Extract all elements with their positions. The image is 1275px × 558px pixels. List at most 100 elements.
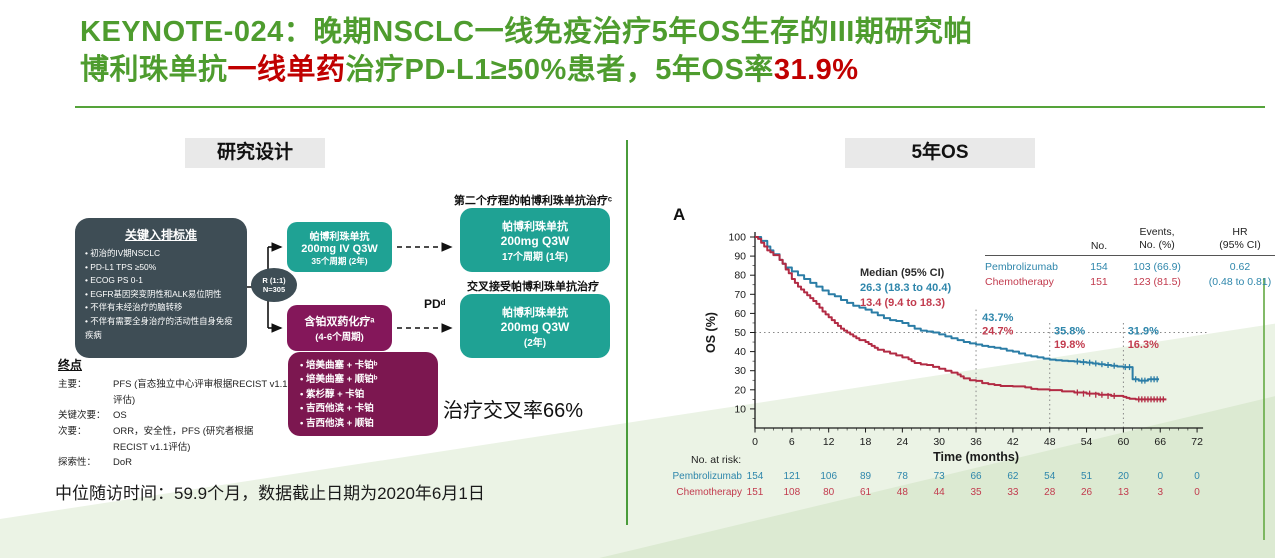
svg-text:6: 6 xyxy=(789,436,795,448)
crossover-rate-text: 治疗交叉率66% xyxy=(443,400,584,422)
svg-text:60: 60 xyxy=(1118,436,1130,448)
svg-text:40: 40 xyxy=(734,346,746,358)
endpoint-row: 探索性： DoR xyxy=(58,457,133,469)
svg-text:90: 90 xyxy=(734,251,746,263)
randomization-oval: R (1:1) N=305 xyxy=(251,268,297,302)
pd-progression-label: PDᵈ xyxy=(424,297,446,311)
legend-row-pembrolizumab: Pembrolizumab 154 103 (66.9) 0.62 xyxy=(985,261,1251,274)
median-title: Median (95% CI) xyxy=(860,267,945,279)
svg-text:70: 70 xyxy=(734,289,746,301)
km-chart-panel: A 10 20 30 40 50 60 70 80 90 100 0 6 12 18 24 30 36 42 48 5… xyxy=(645,195,1275,530)
section-header-study-design: 研究设计 xyxy=(185,138,325,168)
endpoints-title: 终点 xyxy=(58,358,83,372)
endpoints-rows: 主要： PFS (盲态独立中心评审根据RECIST v1.1评估) 关键次要： OS 次… xyxy=(58,377,288,471)
svg-text:154: 154 xyxy=(747,471,764,482)
criteria-item: PD-L1 TPS ≥50% xyxy=(85,261,237,275)
svg-text:50: 50 xyxy=(734,327,746,339)
svg-text:54: 54 xyxy=(1081,436,1093,448)
svg-text:60: 60 xyxy=(734,308,746,320)
svg-text:61: 61 xyxy=(860,487,872,498)
svg-text:No. at risk:: No. at risk: xyxy=(691,454,741,466)
endpoint-row: 次要： ORR，安全性，PFS (研究者根据RECIST v1.1评估) xyxy=(58,426,254,453)
svg-text:72: 72 xyxy=(1191,436,1203,448)
legend-table: No. Events, No. (%) HR (95% CI) Pembrolizu… xyxy=(985,226,1275,291)
svg-text:35: 35 xyxy=(970,487,982,498)
section-header-5y-os: 5年OS xyxy=(845,138,1035,168)
svg-text:108: 108 xyxy=(783,487,800,498)
svg-text:13: 13 xyxy=(1118,487,1130,498)
median-annotation: Median (95% CI) 26.3 (18.3 to 40.4) 13.4… xyxy=(860,266,951,311)
svg-text:0: 0 xyxy=(1194,487,1200,498)
panel-a-label: A xyxy=(673,205,686,224)
inclusion-criteria-title: 关键入排标准 xyxy=(124,228,197,242)
svg-text:66: 66 xyxy=(1154,436,1166,448)
svg-text:Chemotherapy: Chemotherapy xyxy=(676,487,742,498)
svg-text:20: 20 xyxy=(734,384,746,396)
svg-text:121: 121 xyxy=(783,471,800,482)
svg-text:Time (months): Time (months) xyxy=(933,450,1019,464)
svg-text:80: 80 xyxy=(734,270,746,282)
criteria-item: 不伴有需要全身治疗的活动性自身免疫疾病 xyxy=(85,315,237,342)
svg-text:35.8%: 35.8% xyxy=(1054,325,1085,337)
svg-text:28: 28 xyxy=(1044,487,1056,498)
svg-text:10: 10 xyxy=(734,403,746,415)
svg-text:48: 48 xyxy=(897,487,909,498)
svg-text:48: 48 xyxy=(1044,436,1056,448)
criteria-item: EGFR基因突变阴性和ALK易位阴性 xyxy=(85,288,237,302)
chemo-regimen-item: 紫杉醇 + 卡铂 xyxy=(300,388,430,402)
slide-title: KEYNOTE-024：晚期NSCLC一线免疫治疗5年OS生存的III期研究帕 … xyxy=(80,13,1230,90)
title-highlight-monotherapy: 一线单药 xyxy=(227,54,346,87)
svg-text:100: 100 xyxy=(728,232,746,244)
second-course-label: 第二个疗程的帕博利珠单抗治疗ᶜ xyxy=(453,195,613,207)
svg-text:89: 89 xyxy=(860,471,872,482)
vertical-divider xyxy=(626,140,628,525)
right-edge-accent-line xyxy=(1263,278,1265,540)
svg-text:OS (%): OS (%) xyxy=(704,312,718,353)
criteria-item: 不伴有未经治疗的脑转移 xyxy=(85,301,237,315)
criteria-item: 初治的IV期NSCLC xyxy=(85,247,237,261)
svg-text:31.9%: 31.9% xyxy=(1128,325,1159,337)
median-pembrolizumab: 26.3 (18.3 to 40.4) xyxy=(860,281,952,294)
svg-text:54: 54 xyxy=(1044,471,1056,482)
criteria-list: 初治的IV期NSCLCPD-L1 TPS ≥50%ECOG PS 0-1EGFR… xyxy=(85,247,237,342)
chemotherapy-regimens-box: 培美曲塞 + 卡铂ᵇ培美曲塞 + 顺铂ᵇ紫杉醇 + 卡铂吉西他滨 + 卡铂吉西他… xyxy=(288,352,438,436)
svg-text:24: 24 xyxy=(897,436,909,448)
svg-text:19.8%: 19.8% xyxy=(1054,339,1085,351)
svg-text:51: 51 xyxy=(1081,471,1093,482)
followup-footnote: 中位随访时间：59.9个月，数据截止日期为2020年6月1日 xyxy=(55,484,485,503)
svg-text:20: 20 xyxy=(1118,471,1130,482)
svg-text:106: 106 xyxy=(820,471,837,482)
endpoint-row: 关键次要： OS xyxy=(58,410,127,422)
svg-text:80: 80 xyxy=(823,487,835,498)
svg-text:42: 42 xyxy=(1007,436,1019,448)
svg-text:62: 62 xyxy=(1007,471,1019,482)
svg-text:33: 33 xyxy=(1007,487,1019,498)
svg-text:Pembrolizumab: Pembrolizumab xyxy=(673,471,743,482)
inclusion-criteria-box: 关键入排标准 初治的IV期NSCLCPD-L1 TPS ≥50%ECOG PS … xyxy=(75,218,247,358)
chemo-regimen-item: 培美曲塞 + 顺铂ᵇ xyxy=(300,373,430,387)
legend-row-chemotherapy: Chemotherapy 151 123 (81.5) (0.48 to 0.8… xyxy=(985,276,1272,289)
median-chemotherapy: 13.4 (9.4 to 18.3) xyxy=(860,296,945,309)
chemo-regimen-item: 培美曲塞 + 卡铂ᵇ xyxy=(300,359,430,373)
title-highlight-os-rate: 31.9% xyxy=(773,54,859,87)
endpoint-row: 主要： PFS (盲态独立中心评审根据RECIST v1.1评估) xyxy=(58,379,288,406)
title-line2: 博利珠单抗一线单药治疗PD-L1≥50%患者，5年OS率31.9% xyxy=(80,54,859,87)
svg-text:73: 73 xyxy=(934,471,946,482)
chemo-regimen-item: 吉西他滨 + 顺铂 xyxy=(300,417,430,431)
svg-text:0: 0 xyxy=(1157,471,1163,482)
svg-text:43.7%: 43.7% xyxy=(982,312,1013,324)
chemo-list: 培美曲塞 + 卡铂ᵇ培美曲塞 + 顺铂ᵇ紫杉醇 + 卡铂吉西他滨 + 卡铂吉西他… xyxy=(296,359,430,431)
svg-text:12: 12 xyxy=(823,436,835,448)
criteria-item: ECOG PS 0-1 xyxy=(85,274,237,288)
svg-text:24.7%: 24.7% xyxy=(982,325,1013,337)
title-line1: KEYNOTE-024：晚期NSCLC一线免疫治疗5年OS生存的III期研究帕 xyxy=(80,16,973,48)
chemo-regimen-item: 吉西他滨 + 卡铂 xyxy=(300,402,430,416)
crossover-label: 交叉接受帕博利珠单抗治疗 xyxy=(467,281,599,293)
svg-text:3: 3 xyxy=(1157,487,1163,498)
legend-header: No. Events, No. (%) HR (95% CI) xyxy=(1090,226,1261,253)
svg-text:18: 18 xyxy=(860,436,872,448)
title-underline xyxy=(75,106,1265,108)
svg-text:26: 26 xyxy=(1081,487,1093,498)
